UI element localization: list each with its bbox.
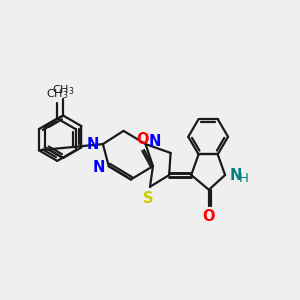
Text: N: N	[148, 134, 161, 149]
Text: S: S	[143, 191, 154, 206]
Text: N: N	[230, 167, 242, 182]
Text: N: N	[87, 136, 99, 152]
Text: N: N	[93, 160, 105, 175]
Text: O: O	[202, 209, 215, 224]
Text: CH$_3$: CH$_3$	[52, 83, 74, 97]
Text: H: H	[238, 172, 248, 185]
Text: O: O	[136, 132, 149, 147]
Text: CH$_3$: CH$_3$	[46, 88, 68, 101]
